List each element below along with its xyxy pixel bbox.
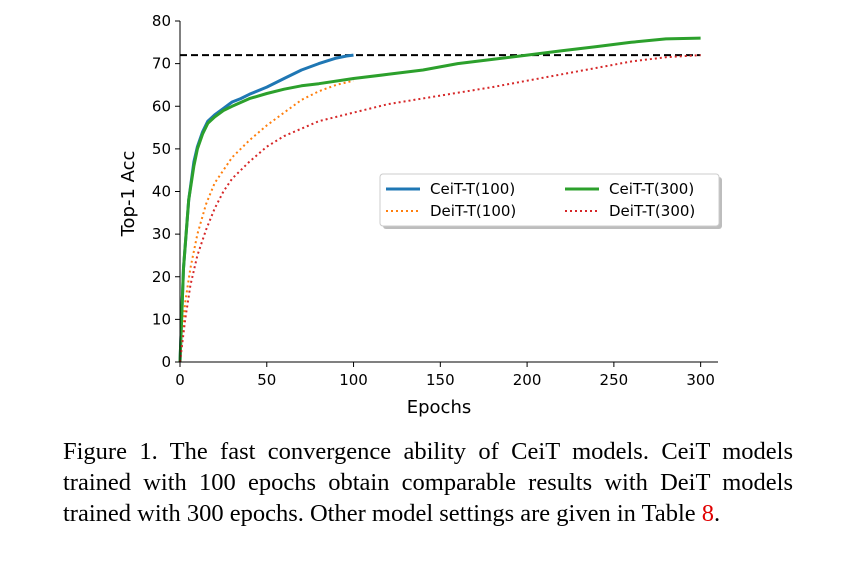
y-tick-label: 50 bbox=[152, 140, 171, 158]
legend-label-ceit-t-100: CeiT-T(100) bbox=[430, 180, 515, 198]
y-axis-title: Top-1 Acc bbox=[118, 151, 139, 238]
x-tick-label: 150 bbox=[426, 371, 455, 389]
legend-box bbox=[379, 173, 720, 227]
series-line-ceit-t-100 bbox=[178, 53, 354, 363]
x-tick-label: 250 bbox=[600, 371, 629, 389]
legend: CeiT-T(100) CeiT-T(300) DeiT-T(100) DeiT-T(… bbox=[379, 173, 722, 229]
legend-label-deit-t-100: DeiT-T(100) bbox=[430, 202, 516, 220]
x-tick-label: 0 bbox=[175, 371, 185, 389]
caption-end: . bbox=[714, 500, 721, 527]
series-layer bbox=[178, 36, 701, 363]
y-tick-label: 70 bbox=[152, 55, 171, 73]
y-tick-label: 30 bbox=[152, 225, 171, 243]
caption-text: Figure 1. The fast convergence ability o… bbox=[63, 438, 793, 527]
x-tick-label: 50 bbox=[257, 371, 276, 389]
y-tick-label: 0 bbox=[161, 353, 171, 371]
x-tick-label: 100 bbox=[339, 371, 368, 389]
series-line-deit-t-300 bbox=[179, 54, 701, 363]
x-axis-title: Epochs bbox=[407, 397, 472, 418]
y-tick-label: 60 bbox=[152, 97, 171, 115]
convergence-chart: 0 50 100 150 200 250 300 0 10 20 30 40 50 60 70 80 Epoc… bbox=[118, 12, 722, 418]
y-tick-label: 80 bbox=[152, 12, 171, 30]
table-reference-link[interactable]: 8 bbox=[701, 500, 715, 527]
series-line-deit-t-100 bbox=[179, 79, 354, 363]
y-tick-label: 40 bbox=[152, 183, 171, 201]
y-tick-label: 10 bbox=[152, 310, 171, 328]
y-tick-label: 20 bbox=[152, 268, 171, 286]
x-tick-label: 200 bbox=[513, 371, 542, 389]
series-line-ceit-t-300 bbox=[178, 36, 701, 363]
legend-label-ceit-t-300: CeiT-T(300) bbox=[609, 180, 694, 198]
figure-caption: Figure 1. The fast convergence ability o… bbox=[63, 436, 793, 529]
legend-label-deit-t-300: DeiT-T(300) bbox=[609, 202, 695, 220]
x-tick-label: 300 bbox=[686, 371, 715, 389]
tick-layer: 0 50 100 150 200 250 300 0 10 20 30 40 50 60 70 80 bbox=[152, 12, 715, 389]
